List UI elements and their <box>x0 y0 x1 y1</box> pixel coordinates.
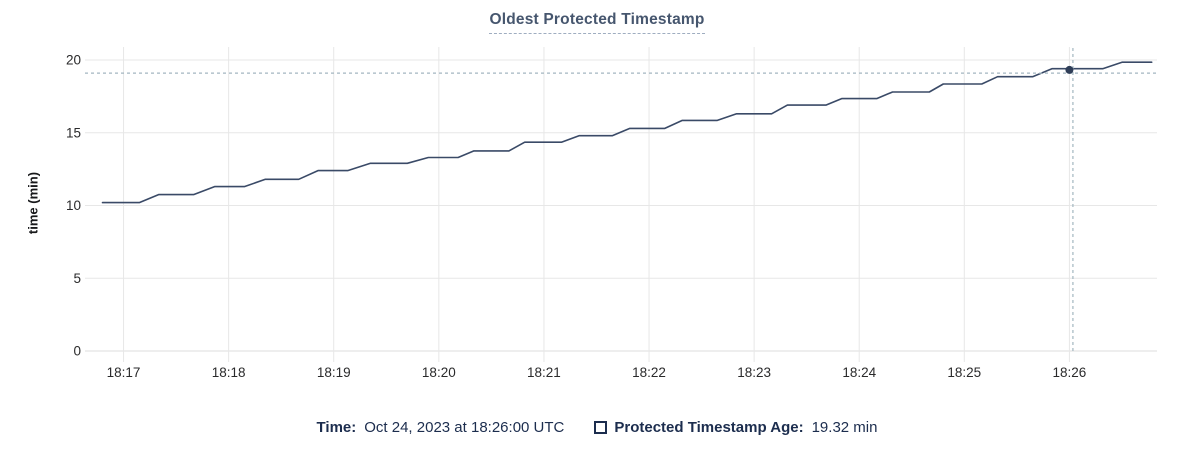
legend-time-value: Oct 24, 2023 at 18:26:00 UTC <box>364 419 565 436</box>
y-tick-label: 10 <box>66 198 81 213</box>
series-line-protected-timestamp-age <box>101 61 1153 204</box>
legend-series-checkbox-icon[interactable] <box>594 421 608 434</box>
x-tick-label: 18:22 <box>632 365 666 380</box>
legend-time-group: Time: Oct 24, 2023 at 18:26:00 UTC <box>317 419 565 436</box>
x-tick-label: 18:23 <box>737 365 771 380</box>
x-tick-label: 18:26 <box>1053 365 1087 380</box>
x-tick-label: 18:24 <box>842 365 876 380</box>
hover-data-point-dot <box>1065 65 1074 74</box>
legend-time-label: Time: <box>316 419 357 436</box>
y-tick-label: 20 <box>66 53 81 68</box>
y-tick-label: 5 <box>73 271 81 286</box>
chart-title[interactable]: Oldest Protected Timestamp <box>489 11 705 34</box>
x-tick-label: 18:19 <box>317 365 351 380</box>
y-axis-label: time (min) <box>25 171 41 235</box>
x-tick-label: 18:25 <box>947 365 981 380</box>
chart-title-row: Oldest Protected Timestamp <box>0 11 1194 34</box>
legend-series-group: Protected Timestamp Age: 19.32 min <box>594 419 877 436</box>
y-tick-label: 0 <box>73 344 81 359</box>
legend-series-value: 19.32 min <box>811 419 878 436</box>
x-tick-label: 18:17 <box>107 365 141 380</box>
legend-series-label: Protected Timestamp Age: <box>614 419 804 436</box>
hover-legend: Time: Oct 24, 2023 at 18:26:00 UTC Prote… <box>0 419 1194 436</box>
x-tick-label: 18:18 <box>212 365 246 380</box>
x-tick-label: 18:21 <box>527 365 561 380</box>
x-tick-label: 18:20 <box>422 365 456 380</box>
y-tick-label: 15 <box>66 125 81 140</box>
